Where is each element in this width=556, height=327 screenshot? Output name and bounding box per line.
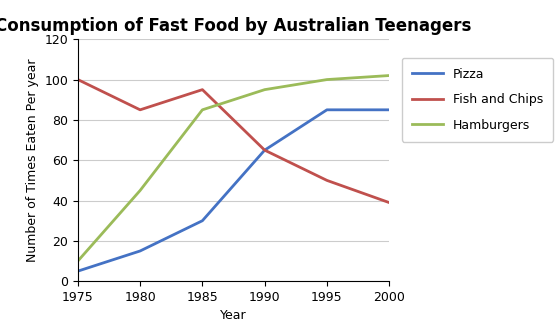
Hamburgers — [199, 108, 206, 112]
Legend: Pizza, Fish and Chips, Hamburgers: Pizza, Fish and Chips, Hamburgers — [401, 58, 553, 142]
Pizza — [261, 148, 268, 152]
Pizza — [324, 108, 330, 112]
Title: Consumption of Fast Food by Australian Teenagers: Consumption of Fast Food by Australian T… — [0, 17, 471, 35]
Pizza — [75, 269, 81, 273]
Y-axis label: Number of Times Eaten Per year: Number of Times Eaten Per year — [26, 59, 39, 262]
Line: Fish and Chips: Fish and Chips — [78, 79, 389, 203]
Hamburgers — [75, 259, 81, 263]
Hamburgers — [324, 77, 330, 81]
Fish and Chips — [137, 108, 143, 112]
Fish and Chips — [386, 201, 393, 205]
Pizza — [137, 249, 143, 253]
Hamburgers — [137, 188, 143, 192]
X-axis label: Year: Year — [220, 309, 247, 322]
Hamburgers — [261, 88, 268, 92]
Pizza — [199, 219, 206, 223]
Line: Pizza: Pizza — [78, 110, 389, 271]
Hamburgers — [386, 74, 393, 77]
Fish and Chips — [324, 179, 330, 182]
Line: Hamburgers: Hamburgers — [78, 76, 389, 261]
Fish and Chips — [199, 88, 206, 92]
Fish and Chips — [261, 148, 268, 152]
Pizza — [386, 108, 393, 112]
Fish and Chips — [75, 77, 81, 81]
